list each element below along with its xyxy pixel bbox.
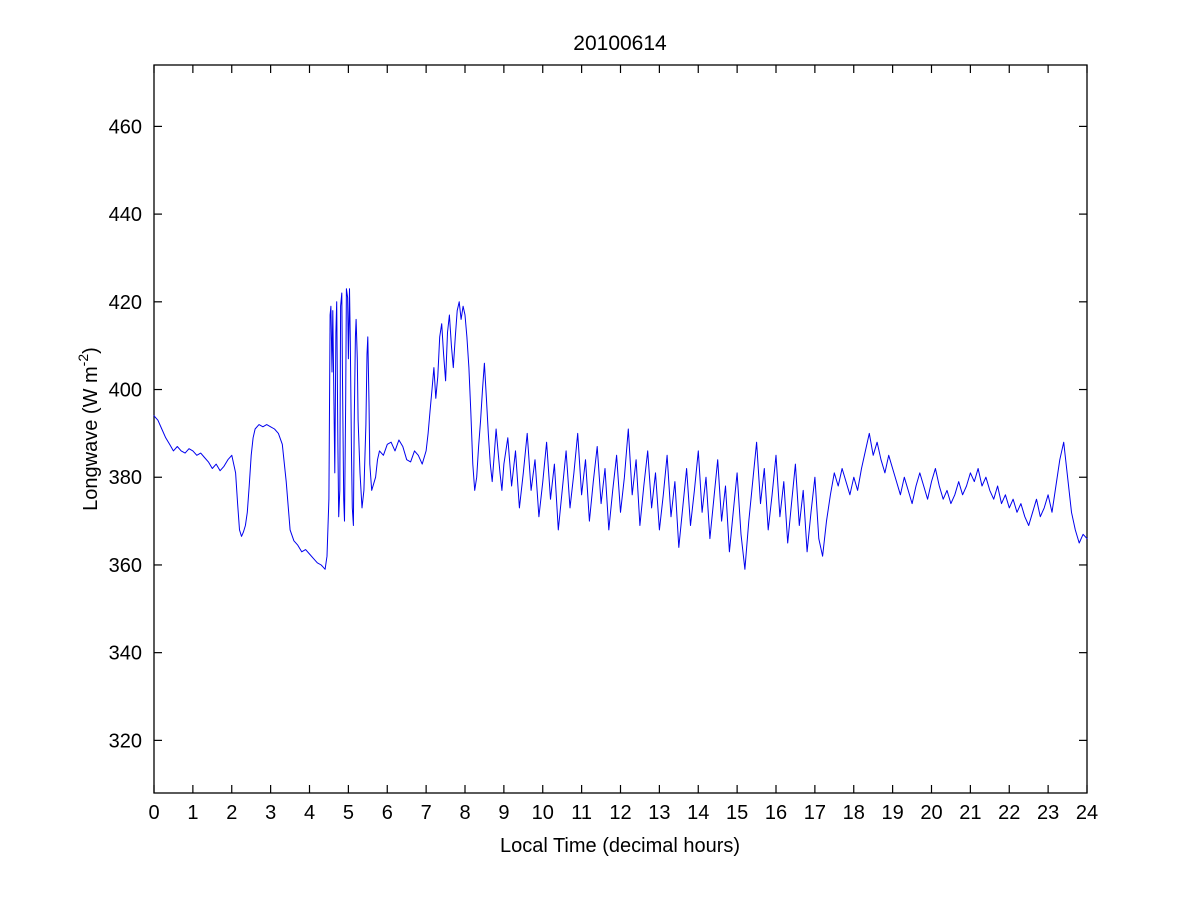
x-tick-label: 5 [343, 802, 354, 824]
longwave-series-line [153, 288, 1088, 570]
y-tick-label: 440 [109, 204, 142, 226]
x-tick-label: 0 [148, 802, 159, 824]
x-tick-label: 13 [648, 802, 670, 824]
x-tick-label: 11 [571, 802, 592, 824]
x-tick-label: 4 [304, 802, 315, 824]
y-tick-label: 420 [109, 292, 142, 314]
x-tick-label: 9 [498, 802, 509, 824]
x-tick-label: 19 [882, 802, 904, 824]
x-tick-label: 18 [843, 802, 865, 824]
x-tick-label: 23 [1037, 802, 1059, 824]
y-tick-label: 460 [109, 116, 142, 138]
x-tick-label: 15 [726, 802, 748, 824]
y-tick-label: 320 [109, 730, 142, 752]
x-axis-label: Local Time (decimal hours) [500, 835, 740, 857]
y-axis-label-main: Longwave (W m [80, 366, 102, 511]
y-tick-label: 340 [109, 643, 142, 665]
x-tick-label: 20 [920, 802, 942, 824]
axes-layer: 0 1 2 3 4 5 6 7 8 9 10 11 12 13 14 15 16 17 18 19 20 21 22 23 24… [109, 64, 1098, 824]
y-tick-label: 360 [109, 555, 142, 577]
x-tick-label: 24 [1076, 802, 1098, 824]
x-tick-label: 3 [265, 802, 276, 824]
x-tick-label: 1 [187, 802, 198, 824]
x-tick-label: 10 [532, 802, 554, 824]
y-axis-label-end: ) [80, 347, 102, 354]
y-tick-label: 380 [109, 467, 142, 489]
x-tick-label: 7 [421, 802, 432, 824]
y-axis-label: Longwave (W m-2) [75, 347, 102, 511]
x-tick-label: 6 [382, 802, 393, 824]
y-tick-label: 400 [109, 380, 142, 402]
x-tick-label: 22 [998, 802, 1020, 824]
axis-box [153, 64, 1088, 794]
x-tick-label: 8 [459, 802, 470, 824]
x-tick-label: 16 [765, 802, 787, 824]
x-tick-label: 21 [959, 802, 981, 824]
x-tick-label: 17 [804, 802, 826, 824]
x-tick-label: 14 [687, 802, 709, 824]
series-layer [153, 288, 1088, 570]
x-tick-label: 2 [226, 802, 237, 824]
chart-title: 20100614 [573, 32, 667, 55]
x-tick-label: 12 [609, 802, 631, 824]
y-axis-label-superscript: -2 [75, 354, 91, 367]
